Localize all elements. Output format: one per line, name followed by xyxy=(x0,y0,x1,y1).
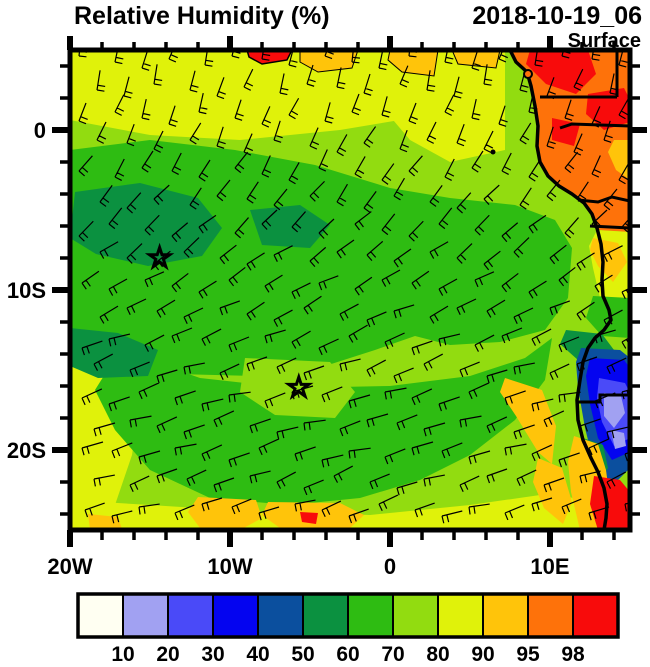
region-land-red-1-98 xyxy=(526,50,596,94)
colorbar-tick-label: 80 xyxy=(426,643,449,666)
region-green-lower-60-70 xyxy=(95,338,552,505)
region-gold-top-3-90-95 xyxy=(451,50,501,69)
region-coast-red-98 xyxy=(590,476,630,530)
colorbar-cell-yellow xyxy=(437,593,484,638)
wind-barbs xyxy=(78,50,630,524)
map-layers xyxy=(70,50,630,530)
colorbar-cell-orange xyxy=(527,593,574,638)
region-bottom-gold-1-90-95 xyxy=(188,497,262,530)
region-bottom-red-speck-98 xyxy=(300,512,318,524)
colorbar-cell-violet xyxy=(167,593,214,638)
y-tick-label: 0 xyxy=(34,118,46,143)
colorbar-cell-yellowgreen xyxy=(392,593,439,638)
colorbar-tick-label: 98 xyxy=(561,643,585,666)
colorbar-cell-seagreen xyxy=(302,593,349,638)
colorbar-cell-gold xyxy=(482,593,529,638)
colorbar-tick-label: 90 xyxy=(471,643,494,666)
colorbar-cell-lavender xyxy=(122,593,169,638)
region-ocean-gold-streak-1-90-95 xyxy=(500,378,556,464)
colorbar-cell-white xyxy=(77,593,124,638)
region-ne-ocean-80-90 xyxy=(388,90,505,162)
island-sao-tome xyxy=(490,149,496,155)
country-border-4 xyxy=(589,224,630,230)
country-border-2 xyxy=(559,122,630,130)
colorbar-tick-label: 30 xyxy=(201,643,224,666)
station-star-st-helena xyxy=(284,372,314,401)
colorbar-tick-label: 95 xyxy=(516,643,540,666)
region-seagreen-nw-50-60 xyxy=(70,183,222,266)
y-tick-label: 10S xyxy=(7,278,46,303)
country-border-3 xyxy=(577,195,630,204)
region-gold-top-1-90-95 xyxy=(299,50,359,73)
region-land-lavender-2-10-20 xyxy=(611,430,626,449)
colorbar-frame xyxy=(76,592,620,639)
y-tick-label: 20S xyxy=(7,438,46,463)
island-bioko xyxy=(523,69,533,79)
coastline xyxy=(508,50,613,530)
colorbar-cell-steel xyxy=(257,593,304,638)
x-tick-label: 20W xyxy=(47,554,92,579)
region-red-top-98 xyxy=(246,50,293,65)
x-tick-label: 10E xyxy=(530,554,569,579)
colorbar-cell-green xyxy=(347,593,394,638)
colorbar-tick-label: 10 xyxy=(111,643,134,666)
region-land-lavender-1-10-20 xyxy=(604,393,625,428)
colorbar-cell-blue xyxy=(212,593,259,638)
region-land-mid-gold-90-95 xyxy=(590,238,627,282)
region-bottom-gold-3-90-95 xyxy=(88,514,122,529)
colorbar-tick-label: 40 xyxy=(246,643,269,666)
region-notch-70-80 xyxy=(240,358,355,418)
colorbar-tick-label: 20 xyxy=(156,643,179,666)
colorbar-tick-label: 60 xyxy=(336,643,359,666)
region-land-green-band-60-70 xyxy=(586,296,630,338)
region-gold-top-2-90-95 xyxy=(387,50,439,77)
valid-datetime: 2018-10-19_06 xyxy=(472,2,642,30)
country-border-5 xyxy=(577,393,630,404)
colorbar-cell-red xyxy=(572,593,619,638)
region-seagreen-w-50-60 xyxy=(70,328,158,378)
colorbar-tick-label: 50 xyxy=(291,643,314,666)
chart-title: Relative Humidity (%) xyxy=(74,2,330,30)
x-tick-label: 10W xyxy=(207,554,252,579)
x-tick-label: 0 xyxy=(384,554,396,579)
station-star-ascension xyxy=(144,242,175,271)
colorbar-tick-label: 70 xyxy=(381,643,404,666)
level-label: Surface xyxy=(567,30,641,52)
